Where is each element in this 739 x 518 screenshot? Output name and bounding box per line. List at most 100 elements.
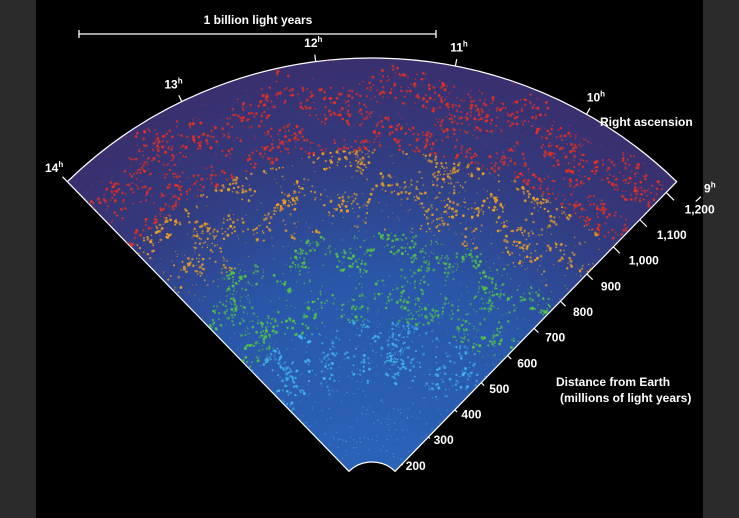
galaxy-point — [357, 136, 360, 138]
galaxy-point — [555, 166, 557, 169]
galaxy-point — [400, 285, 404, 289]
galaxy-point — [462, 214, 465, 217]
galaxy-point — [428, 388, 431, 391]
galaxy-point — [179, 286, 183, 289]
galaxy-point — [314, 401, 316, 403]
distance-tick — [454, 409, 458, 413]
galaxy-point — [531, 115, 534, 119]
galaxy-point — [470, 239, 473, 241]
galaxy-point — [455, 181, 457, 184]
galaxy-point — [305, 106, 309, 110]
galaxy-point — [451, 269, 453, 271]
galaxy-point — [369, 116, 372, 118]
galaxy-point — [290, 305, 292, 307]
galaxy-point — [412, 82, 416, 86]
galaxy-point — [309, 242, 312, 245]
galaxy-point — [277, 139, 280, 141]
galaxy-point — [453, 162, 456, 165]
galaxy-point — [469, 161, 473, 165]
galaxy-point — [171, 145, 174, 148]
galaxy-point — [301, 337, 303, 340]
galaxy-point — [451, 304, 454, 307]
galaxy-point — [285, 263, 288, 266]
galaxy-point — [464, 352, 468, 355]
galaxy-point — [364, 117, 367, 121]
galaxy-point — [473, 352, 476, 356]
galaxy-point — [453, 346, 455, 348]
galaxy-point — [355, 287, 358, 290]
galaxy-point — [378, 337, 380, 340]
galaxy-point — [294, 140, 297, 143]
galaxy-point — [519, 228, 522, 232]
galaxy-point — [414, 242, 416, 244]
galaxy-point — [377, 419, 379, 422]
ra-label-hour: 9 — [704, 182, 711, 196]
galaxy-point — [291, 361, 294, 364]
galaxy-point — [510, 180, 513, 182]
galaxy-point — [280, 140, 284, 144]
galaxy-point — [268, 221, 271, 225]
galaxy-point — [558, 298, 561, 300]
galaxy-point — [512, 261, 515, 264]
galaxy-point — [256, 273, 258, 275]
galaxy-point — [596, 212, 599, 215]
galaxy-point — [551, 129, 553, 132]
galaxy-point — [296, 394, 298, 397]
galaxy-point — [621, 153, 625, 156]
galaxy-point — [411, 126, 415, 130]
galaxy-point — [436, 174, 439, 177]
galaxy-point — [281, 282, 283, 285]
galaxy-point — [229, 272, 233, 276]
galaxy-point — [303, 313, 305, 316]
galaxy-point — [301, 261, 303, 264]
galaxy-point — [248, 300, 251, 302]
galaxy-point — [267, 227, 270, 230]
galaxy-point — [446, 135, 450, 138]
galaxy-point — [632, 155, 636, 158]
galaxy-point — [366, 107, 368, 109]
galaxy-point — [457, 318, 461, 321]
galaxy-point — [420, 206, 422, 209]
galaxy-point — [549, 151, 552, 154]
galaxy-point — [159, 258, 161, 260]
galaxy-point — [646, 189, 649, 192]
galaxy-point — [592, 170, 595, 173]
galaxy-point — [400, 358, 403, 361]
galaxy-point — [208, 228, 210, 230]
galaxy-point — [304, 265, 308, 269]
galaxy-point — [547, 297, 550, 301]
galaxy-point — [150, 227, 153, 230]
galaxy-point — [276, 145, 281, 149]
galaxy-point — [261, 94, 265, 98]
galaxy-point — [502, 210, 504, 213]
galaxy-point — [423, 256, 425, 259]
galaxy-point — [260, 153, 262, 155]
galaxy-point — [120, 220, 123, 222]
galaxy-point — [168, 186, 171, 189]
galaxy-point — [206, 230, 209, 233]
galaxy-point — [489, 304, 493, 307]
galaxy-point — [149, 256, 152, 260]
galaxy-point — [363, 361, 365, 363]
galaxy-point — [543, 207, 546, 211]
galaxy-point — [363, 103, 366, 106]
galaxy-point — [204, 241, 207, 243]
galaxy-point — [299, 135, 301, 138]
galaxy-point — [266, 315, 270, 318]
galaxy-point — [322, 376, 326, 381]
galaxy-point — [253, 345, 256, 348]
galaxy-point — [288, 199, 290, 202]
galaxy-point — [380, 400, 382, 402]
galaxy-point — [516, 244, 519, 247]
galaxy-point — [424, 307, 428, 311]
galaxy-point — [261, 230, 264, 232]
galaxy-point — [422, 323, 425, 326]
galaxy-point — [516, 228, 519, 231]
galaxy-point — [353, 125, 355, 127]
galaxy-point — [491, 280, 493, 282]
galaxy-point — [502, 151, 505, 153]
galaxy-point — [300, 239, 302, 241]
galaxy-point — [293, 240, 295, 242]
galaxy-point — [563, 206, 567, 210]
